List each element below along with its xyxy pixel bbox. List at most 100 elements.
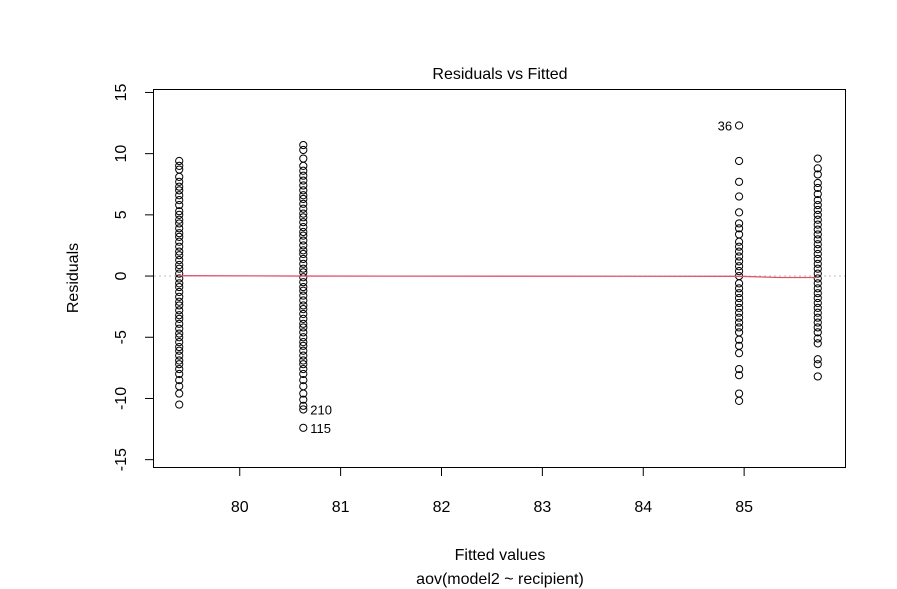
x-tick-label: 85 [735, 499, 753, 516]
residual-point [299, 333, 308, 342]
residual-point [175, 342, 184, 352]
residual-point [175, 251, 184, 260]
residual-point [299, 236, 308, 245]
residual-point [813, 293, 822, 303]
residual-point [175, 161, 184, 170]
residual-point [299, 278, 308, 287]
residual-point [175, 237, 184, 246]
residual-point [813, 225, 822, 234]
residual-point [813, 372, 822, 381]
residual-point [813, 259, 822, 268]
residual-point [175, 182, 184, 191]
residual-point [813, 355, 822, 364]
residual-point [299, 319, 308, 328]
residual-point [175, 274, 184, 283]
residual-point [734, 247, 744, 256]
residual-point [175, 292, 184, 301]
residual-point [299, 369, 308, 379]
residual-point [175, 191, 184, 200]
residual-point [175, 210, 184, 219]
residual-point [299, 213, 308, 222]
residual-point [299, 264, 308, 273]
residual-point [299, 351, 308, 360]
y-tick-label: 10 [113, 145, 130, 163]
residual-point [175, 311, 184, 320]
residual-point [734, 208, 744, 217]
residual-point [299, 222, 308, 232]
residual-point [175, 314, 184, 323]
residual-point [175, 186, 184, 195]
residual-point [299, 259, 308, 268]
residual-point [813, 328, 822, 337]
residual-point [299, 140, 308, 150]
residual-point [734, 252, 744, 261]
residual-point [813, 339, 822, 348]
residual-point [175, 196, 184, 205]
chart-subtitle: aov(model2 ~ recipient) [416, 571, 584, 588]
residual-point [813, 308, 822, 317]
residual-point [175, 229, 184, 238]
residual-point [175, 333, 184, 342]
y-axis-label: Residuals [65, 243, 82, 313]
residual-point [299, 401, 308, 410]
residual-point [175, 264, 184, 273]
residual-point [175, 346, 184, 355]
residual-point [813, 210, 822, 219]
residual-point [734, 279, 744, 288]
residual-point [734, 284, 744, 293]
residual-point [175, 338, 184, 347]
residual-point [813, 360, 822, 369]
residual-point [734, 121, 744, 130]
residual-point [813, 323, 822, 332]
residual-point [299, 199, 308, 208]
residual-point [175, 177, 184, 186]
residual-point [734, 371, 744, 380]
residual-point [175, 364, 184, 374]
y-tick-label: 5 [113, 210, 130, 219]
residual-point [734, 177, 744, 186]
residual-point [734, 303, 744, 312]
residual-point [813, 289, 822, 298]
residual-point [299, 346, 308, 355]
residual-point [813, 164, 822, 173]
residual-point [813, 303, 822, 312]
residual-point [813, 254, 822, 264]
residual-point [813, 245, 822, 254]
residual-point [175, 219, 184, 228]
residual-point [299, 360, 308, 369]
residual-point [175, 356, 184, 365]
residual-point [175, 282, 184, 292]
residual-point [299, 296, 308, 305]
residual-point [299, 249, 308, 259]
residual-point [299, 241, 308, 250]
residual-point [813, 274, 822, 283]
residual-point [175, 242, 184, 251]
residual-point [813, 154, 822, 163]
residual-point [813, 183, 822, 193]
residual-point [299, 209, 308, 218]
point-label-115: 115 [310, 421, 331, 436]
residual-point [175, 389, 184, 398]
residual-point [175, 207, 184, 216]
residual-point [299, 364, 308, 374]
residual-point [299, 301, 308, 310]
residual-point [299, 423, 308, 432]
residual-point [175, 297, 184, 306]
residual-point [813, 249, 822, 259]
residual-point [734, 156, 744, 166]
residual-point [175, 319, 184, 328]
residual-point [734, 313, 744, 322]
y-tick-label: -10 [113, 387, 130, 410]
residual-point [175, 287, 184, 297]
residual-point [734, 257, 744, 266]
residual-point [813, 205, 822, 215]
residual-point [299, 291, 308, 300]
residual-point [813, 220, 822, 229]
residual-point [175, 351, 184, 360]
residual-point [175, 400, 184, 409]
x-tick-label: 80 [231, 499, 249, 516]
residual-point [299, 166, 308, 175]
residual-point [734, 192, 744, 201]
residual-point [299, 282, 308, 292]
